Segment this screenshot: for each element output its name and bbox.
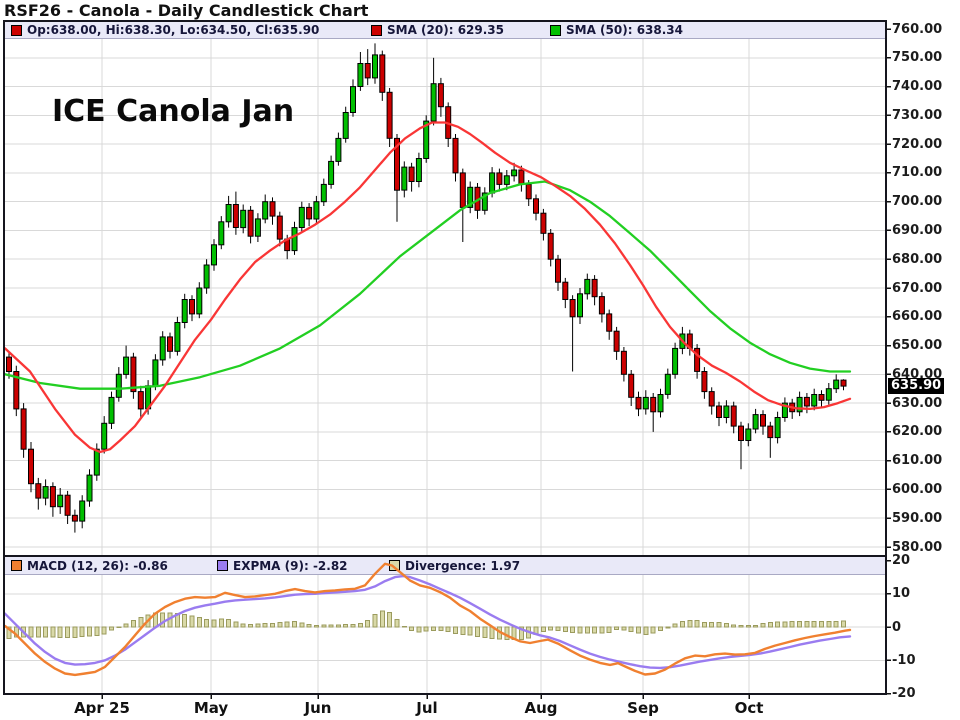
ohlc-swatch-icon [11,24,22,36]
macd-swatch-icon [11,560,22,571]
panel-separator-border [3,555,887,557]
price-axis-label: 630.00 [892,395,943,411]
macd-legend-label: MACD (12, 26): -0.86 [27,558,168,573]
price-axis-label: 610.00 [892,453,943,469]
macd-panel-legend-bar: MACD (12, 26): -0.86 EXPMA (9): -2.82 Di… [5,557,885,575]
macd-axis-label: 0 [892,619,902,635]
contract-watermark-label: ICE Canola Jan [52,94,295,129]
divergence-legend-label: Divergence: 1.97 [405,558,521,573]
chart-frame-bottom-border [3,693,887,695]
ohlc-legend-label: Op:638.00, Hi:638.30, Lo:634.50, Cl:635.… [27,23,320,37]
macd-axis-label: -20 [892,686,916,701]
sma50-legend-label: SMA (50): 638.34 [566,23,683,37]
legend-item-macd: MACD (12, 26): -0.86 [11,557,168,574]
price-axis-label: 720.00 [892,136,943,152]
last-price-tag: 635.90 [888,378,945,395]
macd-plot-area[interactable] [0,540,960,720]
x-axis-month-label: Apr 25 [74,699,130,717]
sma20-legend-label: SMA (20): 629.35 [387,23,504,37]
chart-frame-top-border [3,20,887,22]
legend-item-ohlc: Op:638.00, Hi:638.30, Lo:634.50, Cl:635.… [11,22,319,38]
x-axis-month-label: Aug [524,699,558,717]
price-axis-label: 620.00 [892,424,943,440]
price-axis-label: 640.00 [892,366,943,382]
price-axis-label: 730.00 [892,107,943,123]
chart-frame-left-border [3,20,5,695]
price-axis-label: 590.00 [892,510,943,526]
legend-item-expma: EXPMA (9): -2.82 [217,557,348,574]
sma20-swatch-icon [371,24,382,36]
macd-axis-label: -10 [892,652,916,668]
x-axis-month-label: May [193,699,229,717]
x-axis-month-label: Jun [304,699,332,717]
price-axis-label: 660.00 [892,309,943,325]
price-panel-legend-bar: Op:638.00, Hi:638.30, Lo:634.50, Cl:635.… [5,22,885,39]
x-axis-month-label: Sep [627,699,659,717]
chart-frame-right-border [885,20,887,695]
chart-title: RSF26 - Canola - Daily Candlestick Chart [4,1,369,20]
x-axis-month-label: Jul [416,699,438,717]
macd-axis-label: 10 [892,586,911,602]
price-axis-label: 710.00 [892,165,943,181]
price-axis-label: 760.00 [892,21,943,37]
price-axis-label: 700.00 [892,194,943,210]
price-axis-label: 580.00 [892,539,943,555]
legend-item-sma50: SMA (50): 638.34 [550,22,683,38]
expma-legend-label: EXPMA (9): -2.82 [233,558,348,573]
expma-swatch-icon [217,560,228,571]
legend-item-sma20: SMA (20): 629.35 [371,22,504,38]
sma50-swatch-icon [550,24,561,36]
price-axis-label: 680.00 [892,251,943,267]
price-axis-label: 650.00 [892,338,943,354]
price-axis-label: 750.00 [892,50,943,66]
price-axis-label: 740.00 [892,79,943,95]
x-axis-month-label: Oct [734,699,764,717]
price-axis-label: 600.00 [892,481,943,497]
price-axis-label: 670.00 [892,280,943,296]
macd-axis-label: 20 [892,553,911,568]
price-axis-label: 690.00 [892,222,943,238]
